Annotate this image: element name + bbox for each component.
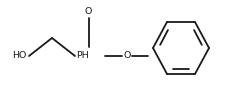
Text: O: O: [85, 8, 92, 16]
Text: HO: HO: [12, 52, 26, 61]
Text: O: O: [124, 52, 131, 61]
Text: PH: PH: [76, 52, 89, 61]
